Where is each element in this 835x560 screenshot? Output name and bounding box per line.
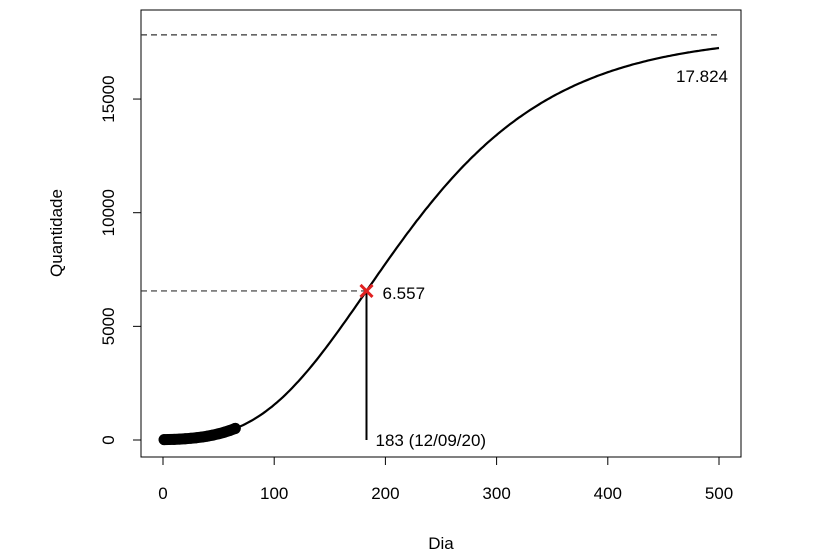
y-tick-label: 0	[99, 435, 118, 444]
asymptote-label: 17.824	[676, 67, 728, 86]
x-tick-label: 200	[371, 484, 399, 503]
y-axis-label: Quantidade	[47, 189, 66, 277]
x-tick-label: 400	[594, 484, 622, 503]
x-tick-label: 300	[482, 484, 510, 503]
y-tick-label: 15000	[99, 75, 118, 122]
x-tick-label: 0	[158, 484, 167, 503]
x-axis-label: Dia	[428, 534, 454, 553]
x-tick-label: 500	[705, 484, 733, 503]
observed-points	[158, 422, 241, 446]
y-axis: 0 5000 10000 15000	[99, 75, 142, 445]
y-tick-label: 10000	[99, 189, 118, 236]
model-curve	[162, 46, 720, 441]
plot-frame	[140, 9, 742, 458]
x-tick-label: 100	[260, 484, 288, 503]
inflection-day-label: 183 (12/09/20)	[375, 431, 486, 450]
inflection-value-label: 6.557	[382, 284, 425, 303]
inflection-x-marker	[359, 283, 374, 299]
x-axis: 0 100 200 300 400 500	[158, 456, 733, 503]
y-tick-label: 5000	[99, 307, 118, 345]
data-point	[229, 422, 241, 434]
